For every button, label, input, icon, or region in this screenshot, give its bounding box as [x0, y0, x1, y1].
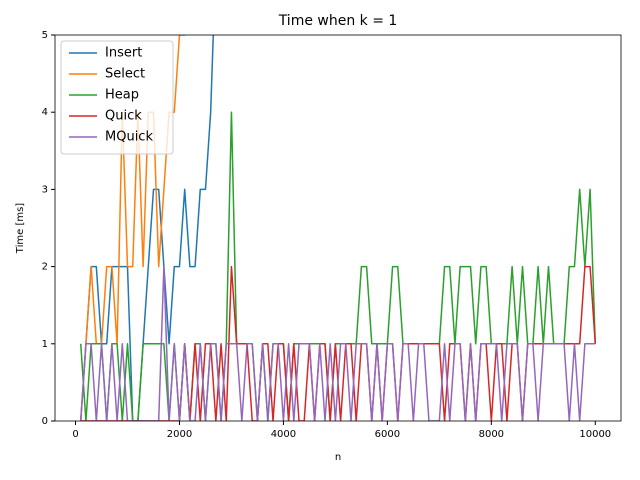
legend-label: Insert [105, 46, 142, 61]
x-tick-label: 8000 [479, 429, 504, 440]
y-axis-label: Time [ms] [15, 203, 26, 255]
series-line [79, 265, 596, 421]
x-tick-label: 6000 [375, 429, 400, 440]
plot-frame [54, 34, 622, 422]
y-tick-label: 5 [42, 30, 48, 41]
y-tick-label: 2 [42, 262, 48, 273]
x-axis-label: n [335, 452, 341, 463]
chart-title: Time when k = 1 [278, 13, 398, 29]
y-tick-label: 1 [42, 339, 48, 350]
legend-label: MQuick [105, 130, 153, 145]
y-tick-label: 3 [42, 184, 48, 195]
legend-box [60, 40, 174, 155]
x-tick-label: 10000 [579, 429, 611, 440]
legend-label: Select [105, 67, 145, 82]
x-tick-label: 0 [72, 429, 78, 440]
y-tick-label: 0 [42, 416, 48, 427]
legend-label: Quick [105, 109, 142, 124]
y-tick-label: 4 [42, 107, 48, 118]
x-tick-label: 2000 [167, 429, 192, 440]
x-tick-label: 4000 [271, 429, 296, 440]
series-line [79, 35, 215, 421]
series-line [79, 111, 597, 421]
legend-label: Heap [105, 88, 139, 103]
